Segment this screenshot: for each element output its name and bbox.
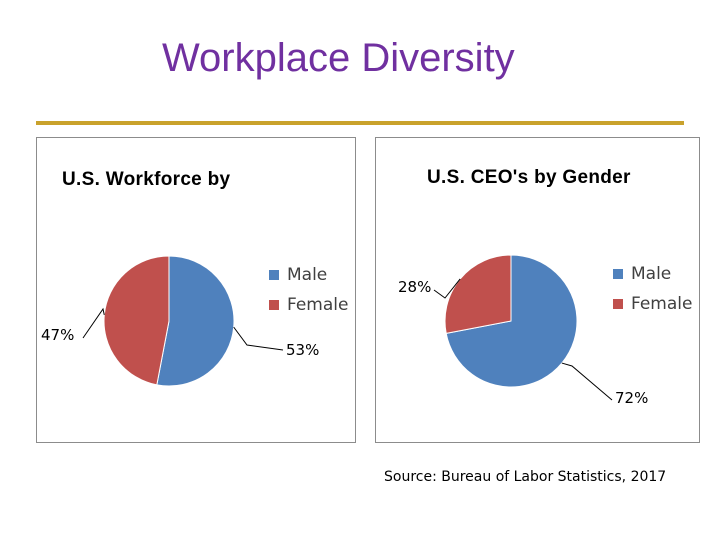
legend-label-male: Male: [287, 265, 328, 285]
legend-item-male: Male: [269, 260, 348, 290]
legend-swatch-female: [613, 299, 623, 309]
data-label-male: 72%: [615, 389, 649, 407]
legend: Male Female: [269, 260, 348, 320]
legend-item-female: Female: [613, 289, 692, 319]
leader-line-female: [433, 278, 461, 299]
legend-item-male: Male: [613, 259, 692, 289]
title-divider: [36, 121, 684, 125]
ceo-pie: [433, 254, 613, 401]
leader-line-male: [561, 362, 613, 401]
legend-item-female: Female: [269, 290, 348, 320]
legend: Male Female: [613, 259, 692, 319]
chart-title: U.S. CEO's by Gender: [427, 167, 631, 188]
legend-label-male: Male: [631, 264, 672, 284]
ceo-chart: U.S. CEO's by Gender Male Female 72% 28%: [375, 137, 700, 443]
pie-slice-female: [444, 254, 512, 334]
legend-swatch-male: [613, 269, 623, 279]
workforce-chart: U.S. Workforce by Male Female 53% 47%: [36, 137, 356, 443]
workforce-pie: [82, 255, 284, 387]
leader-line-female: [82, 307, 105, 339]
chart-title: U.S. Workforce by: [62, 169, 231, 190]
pie-slice-female: [103, 255, 170, 386]
data-label-female: 28%: [398, 278, 432, 296]
legend-swatch-female: [269, 300, 279, 310]
legend-swatch-male: [269, 270, 279, 280]
legend-label-female: Female: [631, 294, 693, 314]
data-label-female: 47%: [41, 326, 75, 344]
slide-title: Workplace Diversity: [162, 36, 515, 80]
pie-slice-male: [156, 255, 235, 387]
leader-line-male: [233, 326, 284, 351]
pie-slice-male: [445, 254, 578, 388]
legend-label-female: Female: [287, 295, 349, 315]
data-label-male: 53%: [286, 341, 320, 359]
source-note: Source: Bureau of Labor Statistics, 2017: [384, 469, 667, 485]
